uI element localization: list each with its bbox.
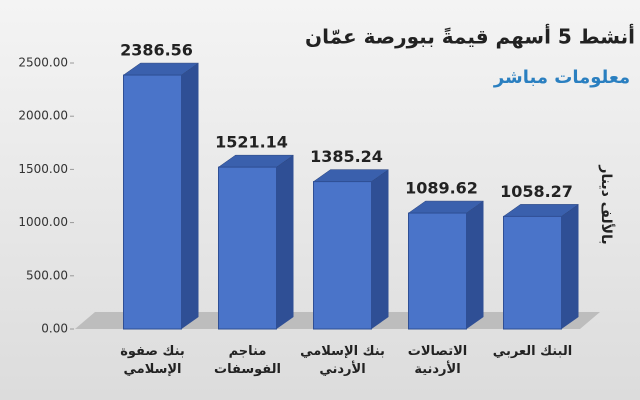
bar-side [276,155,294,329]
y-tick-label: 1500.00 [18,162,68,176]
y-tick-label: 2500.00 [18,56,68,70]
value-label: 1089.62 [405,179,478,198]
x-tick-label: الاتصالات الأردنية [407,344,468,377]
y-tick-label: 1000.00 [18,215,68,229]
bar [218,166,277,330]
value-label: 2386.56 [120,41,193,60]
bar [408,212,467,330]
bar-side [561,204,579,329]
logo: معلومات مباشر [493,67,630,88]
y-tick-label: 500.00 [26,268,68,282]
value-label: 1058.27 [500,182,573,201]
x-tick-label: بنك صفوة الإسلامي [120,344,185,377]
bar-side [371,169,389,329]
chart-title: أنشط 5 أسهم قيمةً ببورصة عمّان [305,23,635,49]
bar [503,215,562,330]
y-tick-label: 2000.00 [18,109,68,123]
x-tick-label: بنك الإسلامي الأردني [300,344,385,377]
bar-side [181,63,199,330]
x-tick-label: البنك العربي [492,344,573,359]
value-label: 1521.14 [215,133,288,152]
bar [313,181,372,330]
bar [123,74,182,330]
y-axis-label: بالألف دينار [598,164,615,244]
bar-side [466,201,484,329]
y-tick-label: 0.00 [41,322,68,336]
x-tick-label: مناجم الفوسفات [214,344,281,377]
value-label: 1385.24 [310,147,383,166]
